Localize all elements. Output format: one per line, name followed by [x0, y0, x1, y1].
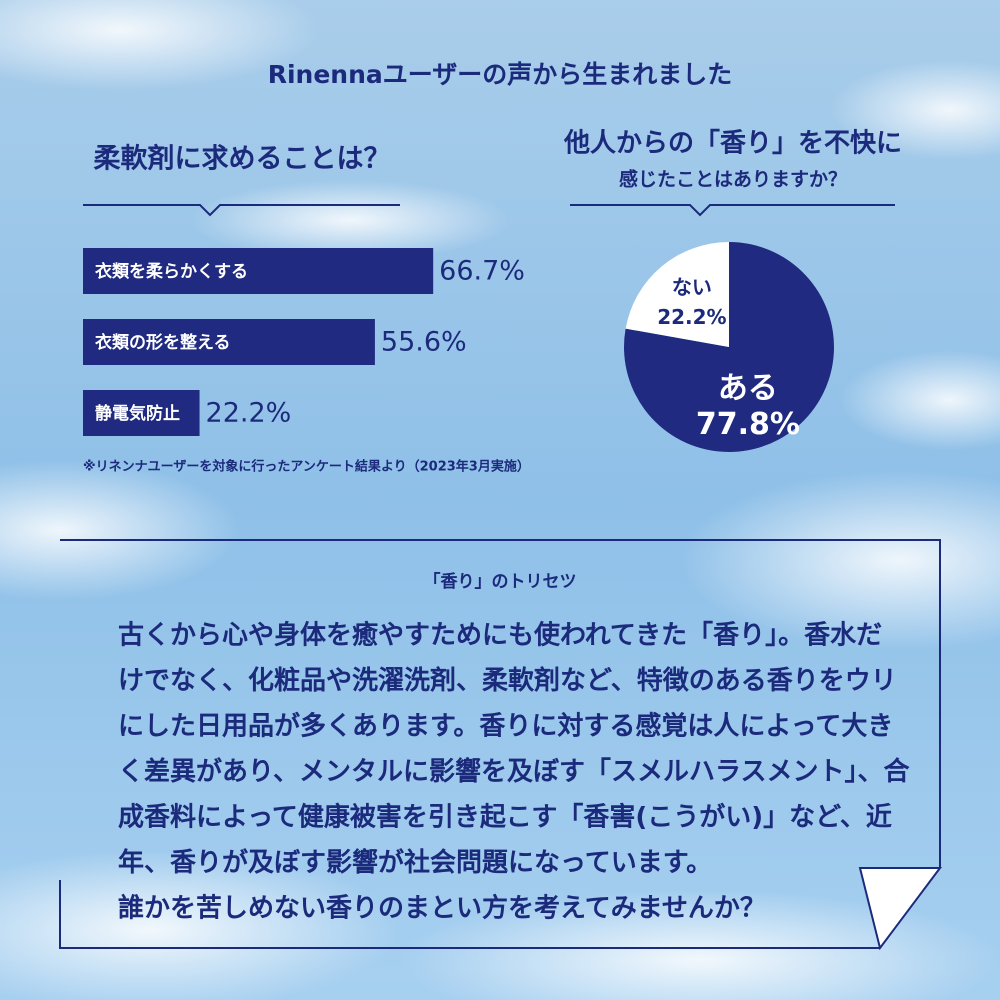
- pie-value-label: 22.2%: [657, 305, 726, 329]
- survey-note: ※リネンナユーザーを対象に行ったアンケート結果より（2023年3月実施）: [83, 459, 530, 475]
- bar: [83, 248, 434, 294]
- value-label: 66.7%: [439, 256, 525, 287]
- pie-chart-subtitle: 感じたことはありますか？: [619, 168, 847, 191]
- body-line: 成香料によって健康被害を引き起こす「香害(こうがい)」など、近: [118, 802, 892, 833]
- body-line: く差異があり、メンタルに影響を及ぼす「スメルハラスメント」、合: [118, 756, 910, 787]
- pie-category-label: ある: [718, 371, 778, 406]
- value-label: 55.6%: [381, 327, 467, 358]
- frame: [59, 539, 941, 949]
- title-underline: [83, 204, 400, 217]
- pie-slice: [625, 242, 729, 347]
- bar-chart-title: 柔軟剤に求めることは？: [94, 143, 391, 175]
- folded-corner: [858, 867, 942, 951]
- bar-category-label: 衣類を柔らかくする: [95, 261, 248, 282]
- value-label: 22.2%: [206, 398, 292, 429]
- pie-category-label: ない: [672, 275, 712, 299]
- pie-value-label: 77.8%: [696, 407, 800, 442]
- section-title: 「香り」のトリセツ: [424, 571, 577, 592]
- body-text: 古くから心や身体を癒やすためにも使われてきた「香り」。香水だけでなく、化粧品や洗…: [118, 620, 910, 924]
- title-underline: [570, 204, 895, 217]
- bar-category-label: 衣類の形を整える: [95, 332, 231, 353]
- body-line: 誰かを苦しめない香りのまとい方を考えてみませんか？: [118, 893, 766, 924]
- body-line: 年、香りが及ぼす影響が社会問題になっています。: [118, 847, 712, 878]
- bar: [83, 390, 200, 436]
- bar: [83, 319, 375, 365]
- body-line: にした日用品が多くあります。香りに対する感覚は人によって大き: [118, 711, 893, 742]
- pie-chart-title: 他人からの「香り」を不快に: [563, 128, 902, 159]
- bar-category-label: 静電気防止: [95, 403, 180, 424]
- header-title: Rinennaユーザーの声から生まれました: [268, 60, 733, 89]
- body-line: 古くから心や身体を癒やすためにも使われてきた「香り」。香水だ: [118, 620, 882, 651]
- body-line: けでなく、化粧品や洗濯洗剤、柔軟剤など、特徴のある香りをウリ: [118, 665, 897, 696]
